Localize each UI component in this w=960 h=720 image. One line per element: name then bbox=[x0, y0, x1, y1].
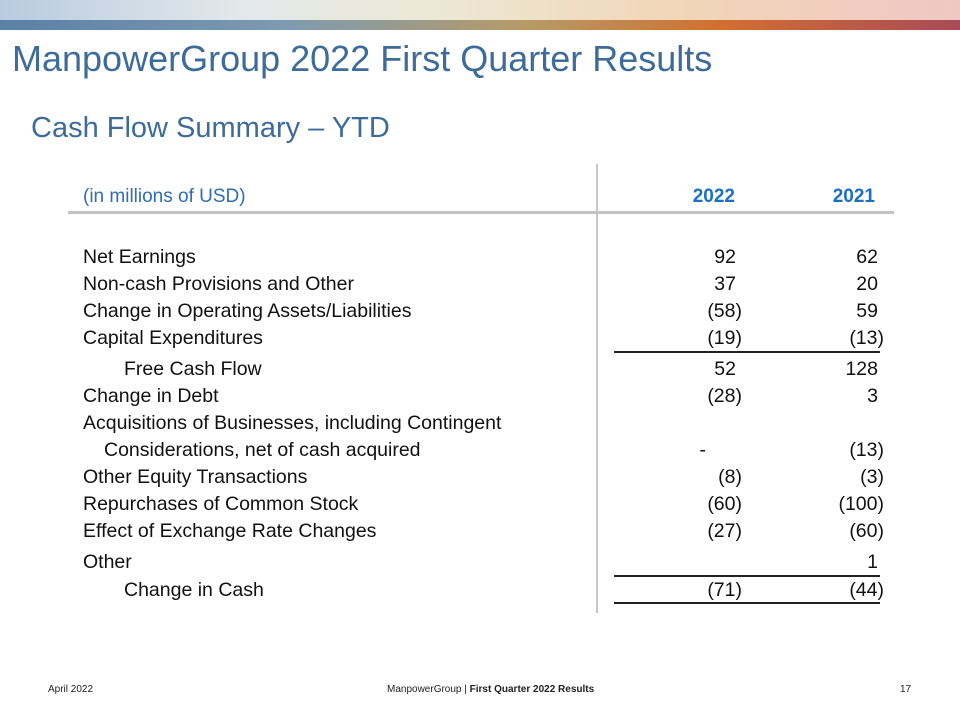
total-rule-bottom bbox=[614, 602, 880, 604]
column-divider bbox=[596, 164, 598, 613]
row-label: Change in Cash bbox=[124, 579, 264, 601]
column-header-2021: 2021 bbox=[832, 186, 875, 207]
table-row: Other 1 bbox=[0, 551, 960, 577]
row-label: Other bbox=[83, 551, 132, 573]
row-label: Change in Debt bbox=[83, 385, 219, 407]
value-2021: (3) bbox=[860, 466, 884, 488]
row-label: Repurchases of Common Stock bbox=[83, 493, 359, 515]
value-2021: (60) bbox=[849, 520, 884, 542]
value-2022: 92 bbox=[714, 246, 736, 268]
table-row: Repurchases of Common Stock (60) (100) bbox=[0, 493, 960, 519]
value-2021: 3 bbox=[867, 385, 878, 407]
table-row: Effect of Exchange Rate Changes (27) (60… bbox=[0, 520, 960, 546]
row-label: Considerations, net of cash acquired bbox=[104, 439, 421, 461]
table-row: Other Equity Transactions (8) (3) bbox=[0, 466, 960, 492]
row-label: Free Cash Flow bbox=[124, 358, 262, 380]
table-row: Acquisitions of Businesses, including Co… bbox=[0, 412, 960, 438]
value-2022: 52 bbox=[714, 358, 736, 380]
value-2022: (27) bbox=[707, 520, 742, 542]
table-row: Free Cash Flow 52 128 bbox=[0, 358, 960, 384]
row-label: Effect of Exchange Rate Changes bbox=[83, 520, 377, 542]
table-row: Change in Cash (71) (44) bbox=[0, 579, 960, 605]
table-row: Net Earnings 92 62 bbox=[0, 246, 960, 272]
table-header: (in millions of USD) 2022 2021 bbox=[83, 186, 883, 210]
slide-subtitle: Cash Flow Summary – YTD bbox=[31, 112, 390, 144]
value-2021: 128 bbox=[845, 358, 878, 380]
table-row: Change in Debt (28) 3 bbox=[0, 385, 960, 411]
table-row: Change in Operating Assets/Liabilities (… bbox=[0, 300, 960, 326]
row-label: Capital Expenditures bbox=[83, 327, 263, 349]
footer-separator: | bbox=[464, 684, 467, 695]
header-decoration-bar bbox=[0, 20, 960, 30]
value-2022: (19) bbox=[707, 327, 742, 349]
footer-report-title: First Quarter 2022 Results bbox=[469, 684, 595, 695]
row-label: Net Earnings bbox=[83, 246, 196, 268]
column-header-2022: 2022 bbox=[692, 186, 735, 207]
header-underline bbox=[68, 211, 894, 214]
value-2021: (13) bbox=[849, 439, 884, 461]
value-2022: (60) bbox=[707, 493, 742, 515]
footer-center: ManpowerGroup | First Quarter 2022 Resul… bbox=[387, 684, 594, 695]
value-2021: (13) bbox=[849, 327, 884, 349]
value-2021: 20 bbox=[856, 273, 878, 295]
slide-title: ManpowerGroup 2022 First Quarter Results bbox=[12, 38, 713, 79]
row-label: Change in Operating Assets/Liabilities bbox=[83, 300, 412, 322]
value-2022: 37 bbox=[714, 273, 736, 295]
value-2022: (71) bbox=[707, 579, 742, 601]
page-number: 17 bbox=[900, 684, 912, 695]
value-2021: 1 bbox=[867, 551, 878, 573]
value-2022: (28) bbox=[707, 385, 742, 407]
footer-company: ManpowerGroup bbox=[387, 684, 462, 695]
table-row: Capital Expenditures (19) (13) bbox=[0, 327, 960, 353]
footer-date: April 2022 bbox=[48, 684, 94, 695]
value-2021: (100) bbox=[838, 493, 884, 515]
row-label: Other Equity Transactions bbox=[83, 466, 308, 488]
value-2022: - bbox=[699, 439, 707, 461]
subtotal-rule bbox=[614, 351, 880, 353]
table-row: Considerations, net of cash acquired - (… bbox=[0, 439, 960, 465]
row-label: Acquisitions of Businesses, including Co… bbox=[83, 412, 502, 434]
value-2022: (8) bbox=[718, 466, 742, 488]
value-2021: 59 bbox=[856, 300, 878, 322]
unit-label: (in millions of USD) bbox=[83, 186, 246, 207]
value-2022: (58) bbox=[707, 300, 742, 322]
value-2021: (44) bbox=[849, 579, 884, 601]
row-label: Non-cash Provisions and Other bbox=[83, 273, 354, 295]
total-rule-top bbox=[614, 575, 880, 577]
table-row: Non-cash Provisions and Other 37 20 bbox=[0, 273, 960, 299]
value-2021: 62 bbox=[856, 246, 878, 268]
